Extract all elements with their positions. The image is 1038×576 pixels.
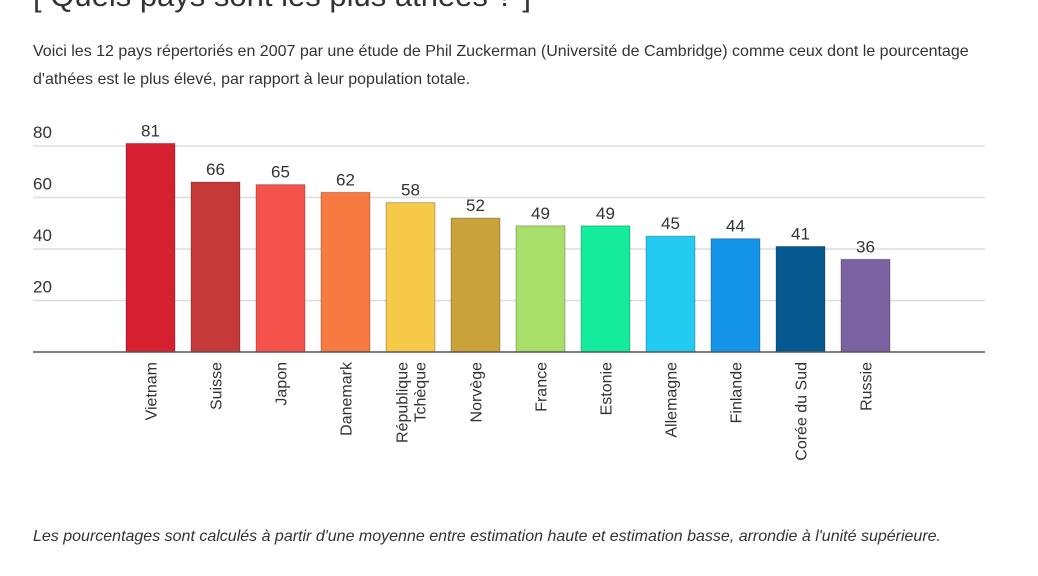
x-tick-label: Suisse: [209, 362, 226, 410]
data-label: 49: [531, 204, 550, 223]
data-label: 44: [726, 217, 745, 236]
data-label: 66: [206, 160, 225, 179]
x-tick-label: Finlande: [729, 362, 746, 423]
x-tick-label: RépubliqueTchèque: [395, 362, 430, 443]
bar-suisse: [190, 181, 241, 353]
y-tick-label: 40: [33, 226, 52, 245]
data-label: 36: [856, 237, 875, 256]
bar-vietnam: [125, 142, 176, 353]
x-tick-label: Allemagne: [664, 362, 681, 438]
bar-france: [515, 225, 566, 353]
page-title: [ Quels pays sont les plus athées ? ]: [33, 0, 531, 14]
bar-finlande: [710, 238, 761, 353]
bar-allemagne: [645, 235, 696, 353]
bar-corée-du-sud: [775, 245, 826, 353]
data-label: 65: [271, 163, 290, 182]
bar-japon: [255, 184, 306, 353]
bar-estonie: [580, 225, 631, 353]
footnote: Les pourcentages sont calculés à partir …: [33, 528, 941, 545]
y-tick-label: 60: [33, 175, 52, 194]
x-tick-label: Danemark: [339, 361, 356, 436]
data-label: 45: [661, 214, 680, 233]
bar-danemark: [320, 191, 371, 353]
x-tick-label: Corée du Sud: [794, 362, 811, 461]
bar-russie: [840, 258, 891, 353]
x-tick-label: Norvège: [469, 362, 486, 423]
data-label: 62: [336, 170, 355, 189]
x-tick-label: Russie: [859, 362, 876, 411]
data-label: 58: [401, 181, 420, 200]
intro-text: Voici les 12 pays répertoriés en 2007 pa…: [33, 43, 969, 88]
x-tick-label: Estonie: [599, 362, 616, 415]
bar-chart: 20 40 60 80 81 Vietnam 66 Suisse 65 Japon 62 Danema…: [33, 121, 985, 461]
x-tick-label: France: [534, 362, 551, 412]
y-tick-label: 20: [33, 278, 52, 297]
bar-république-tchèque: [385, 202, 436, 353]
x-tick-label: Vietnam: [144, 362, 161, 420]
x-tick-label: Japon: [274, 362, 291, 406]
data-label: 81: [141, 121, 160, 140]
y-tick-label: 80: [33, 123, 52, 142]
data-label: 52: [466, 196, 485, 215]
data-label: 49: [596, 204, 615, 223]
bar-norvège: [450, 217, 501, 353]
data-label: 41: [791, 224, 810, 243]
